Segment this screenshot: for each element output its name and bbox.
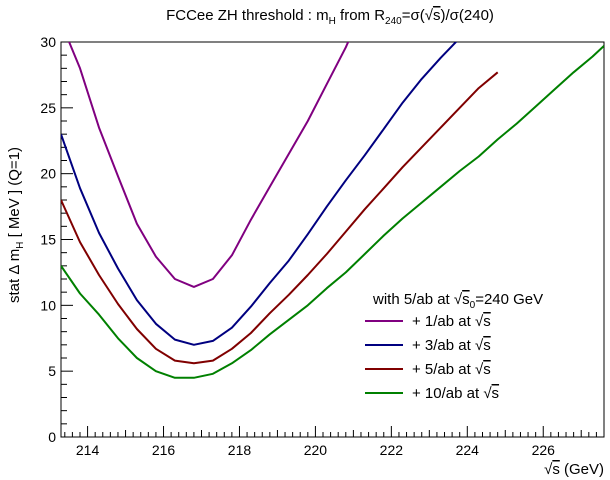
y-tick-label: 15 (40, 232, 56, 248)
x-tick-label: 218 (228, 442, 252, 458)
x-tick-label: 222 (380, 442, 404, 458)
legend-label-1: + 1/ab at √s (412, 313, 491, 330)
sqrt-symbol: √ (454, 291, 463, 308)
legend-items: + 1/ab at √s + 3/ab at √s + 5/ab at √s + 10… (365, 313, 499, 402)
plot-frame (60, 41, 605, 438)
y-tick-label: 10 (40, 297, 56, 313)
x-tick-label: 220 (304, 442, 328, 458)
x-tick-label: 224 (456, 442, 480, 458)
y-tick-label: 5 (48, 363, 56, 379)
legend-label-4: + 10/ab at √s (412, 385, 499, 402)
sqrt-symbol: √ (544, 461, 553, 478)
x-tick-label: 216 (152, 442, 176, 458)
series-line-4 (61, 45, 604, 379)
x-axis: 214 216 218 220 222 224 226 (64, 426, 605, 458)
legend: with 5/ab at √s0=240 GeV + 1/ab at √s + 3… (365, 291, 543, 402)
y-axis: 0 5 10 15 20 25 30 (40, 34, 73, 445)
y-tick-label: 30 (40, 34, 56, 50)
series-line-1 (68, 42, 350, 288)
series-line-2 (61, 42, 458, 346)
sqrt-symbol: √ (425, 7, 434, 24)
series-layer (61, 42, 604, 379)
y-tick-label: 0 (48, 429, 56, 445)
legend-header: with 5/ab at √s0=240 GeV (372, 291, 543, 311)
y-tick-label: 25 (40, 100, 56, 116)
x-tick-label: 226 (532, 442, 556, 458)
y-axis-label: stat Δ mH [ MeV ] (Q=1) (6, 147, 26, 303)
x-axis-label: √s (GeV) (544, 461, 604, 478)
legend-label-2: + 3/ab at √s (412, 337, 491, 354)
legend-label-3: + 5/ab at √s (412, 361, 491, 378)
chart-title: FCCee ZH threshold : mH from R240=σ(√s)/… (166, 7, 494, 27)
x-tick-label: 214 (76, 442, 100, 458)
series-line-3 (61, 71, 499, 365)
y-tick-label: 20 (40, 166, 56, 182)
